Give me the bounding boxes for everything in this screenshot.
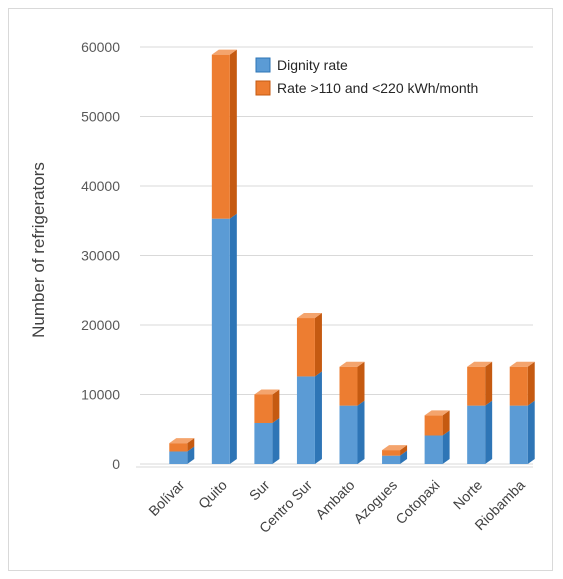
y-tick-label: 0: [112, 456, 120, 472]
bar-side-bolivar-dignity-rate: [187, 446, 195, 464]
legend-swatch-rate-110-220: [255, 80, 271, 96]
bar-side-quito-dignity-rate: [229, 213, 237, 464]
bar-riobamba-dignity-rate: [509, 405, 528, 464]
bar-bolivar-rate-110-and-220-kwh-month: [169, 443, 188, 452]
bar-side-ambato-rate-110-and-220-kwh-month: [357, 361, 365, 406]
x-tick-label-bolivar: Bolívar: [145, 477, 187, 519]
bar-top-quito: [211, 49, 237, 55]
x-tick-label-quito: Quito: [195, 477, 230, 512]
legend-label-dignity-rate: Dignity rate: [277, 57, 348, 73]
bar-cotopaxi-rate-110-and-220-kwh-month: [424, 415, 443, 436]
bar-side-quito-rate-110-and-220-kwh-month: [229, 49, 237, 219]
bar-side-sur-rate-110-and-220-kwh-month: [272, 389, 280, 423]
legend-swatch-dignity-rate: [255, 57, 271, 73]
bar-quito-dignity-rate: [211, 218, 230, 464]
bar-side-riobamba-rate-110-and-220-kwh-month: [527, 361, 535, 406]
bar-side-azogues-rate-110-and-220-kwh-month: [400, 445, 408, 456]
y-tick-label: 20000: [81, 317, 120, 333]
bar-side-ambato-dignity-rate: [357, 400, 365, 464]
bar-cotopaxi-dignity-rate: [424, 435, 443, 464]
bar-top-ambato: [339, 361, 365, 367]
legend-label-rate-110-220: Rate >110 and <220 kWh/month: [277, 80, 478, 96]
bar-top-riobamba: [509, 361, 535, 367]
bar-centro-sur-rate-110-and-220-kwh-month: [296, 318, 315, 377]
bar-side-sur-dignity-rate: [272, 417, 280, 464]
bar-top-azogues: [382, 445, 408, 451]
bar-centro-sur-dignity-rate: [296, 376, 315, 464]
bar-side-centro-sur-rate-110-and-220-kwh-month: [314, 313, 322, 377]
bar-azogues-dignity-rate: [382, 455, 401, 464]
y-tick-label: 50000: [81, 109, 120, 125]
bar-side-norte-dignity-rate: [485, 400, 493, 464]
bar-top-centro-sur: [296, 313, 322, 319]
bar-riobamba-rate-110-and-220-kwh-month: [509, 366, 528, 406]
bar-top-bolivar: [169, 438, 195, 444]
bar-bolivar-dignity-rate: [169, 451, 188, 464]
bar-norte-dignity-rate: [467, 405, 486, 464]
y-tick-label: 60000: [81, 39, 120, 55]
x-tick-label-sur: Sur: [246, 477, 273, 504]
bar-side-cotopaxi-dignity-rate: [442, 430, 450, 464]
bar-top-cotopaxi: [424, 410, 450, 416]
bar-side-riobamba-dignity-rate: [527, 400, 535, 464]
bar-side-cotopaxi-rate-110-and-220-kwh-month: [442, 410, 450, 436]
x-tick-label-norte: Norte: [450, 477, 486, 513]
x-tick-label-azogues: Azogues: [350, 477, 400, 527]
bar-azogues-rate-110-and-220-kwh-month: [382, 450, 401, 456]
x-tick-label-cotopaxi: Cotopaxi: [392, 477, 442, 527]
bar-sur-dignity-rate: [254, 422, 273, 464]
bar-top-sur: [254, 389, 280, 395]
bar-side-centro-sur-dignity-rate: [314, 371, 322, 464]
bar-ambato-rate-110-and-220-kwh-month: [339, 366, 358, 406]
bar-norte-rate-110-and-220-kwh-month: [467, 366, 486, 406]
bars: [169, 49, 535, 464]
bar-ambato-dignity-rate: [339, 405, 358, 464]
chart-frame: [8, 8, 553, 571]
legend: Dignity rate Rate >110 and <220 kWh/mont…: [255, 57, 478, 96]
bar-quito-rate-110-and-220-kwh-month: [211, 54, 230, 219]
bar-side-azogues-dignity-rate: [400, 450, 408, 464]
y-axis-label: Number of refrigerators: [29, 162, 48, 338]
y-tick-label: 40000: [81, 178, 120, 194]
bar-top-norte: [467, 361, 493, 367]
bar-side-bolivar-rate-110-and-220-kwh-month: [187, 438, 195, 452]
y-tick-label: 30000: [81, 248, 120, 264]
bar-sur-rate-110-and-220-kwh-month: [254, 394, 273, 423]
y-axis-ticks: 0 10000 20000 30000 40000 50000 60000: [81, 39, 120, 472]
y-tick-label: 10000: [81, 387, 120, 403]
bar-side-norte-rate-110-and-220-kwh-month: [485, 361, 493, 406]
